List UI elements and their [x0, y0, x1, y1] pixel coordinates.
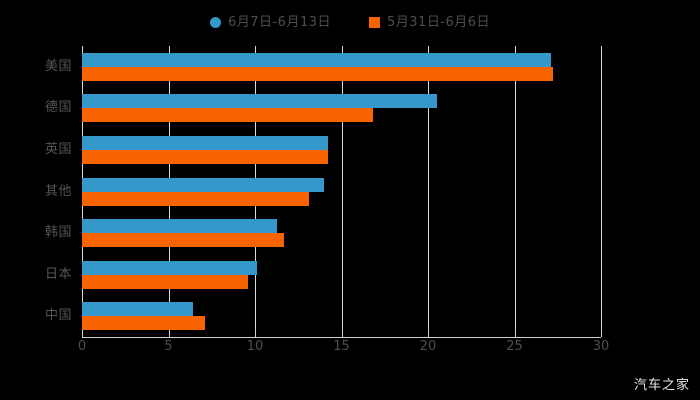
bar[interactable] [82, 191, 309, 206]
watermark: 汽车之家 [633, 378, 690, 393]
bar[interactable] [82, 260, 257, 275]
bar[interactable] [82, 177, 325, 192]
bar-group [82, 177, 601, 206]
bar-group [82, 219, 601, 248]
legend-item-series-0[interactable]: 6月7日-6月13日 [209, 14, 331, 30]
x-tick-label: 10 [246, 339, 264, 354]
gridline [428, 46, 429, 337]
y-axis-label: 美国 [44, 58, 72, 74]
bar[interactable] [82, 135, 328, 150]
bar[interactable] [82, 316, 205, 331]
x-axis-line [82, 337, 601, 338]
tick-mark [428, 331, 429, 337]
x-tick-label: 15 [333, 339, 350, 354]
bar[interactable] [82, 219, 278, 234]
x-tick-label: 25 [506, 339, 523, 354]
y-axis-label: 韩国 [44, 225, 72, 241]
x-tick-label: 0 [77, 339, 87, 354]
bar-group [82, 302, 601, 331]
x-tick-label: 20 [419, 339, 437, 354]
bar-group [82, 52, 601, 81]
bar-group [82, 135, 601, 164]
bar[interactable] [82, 274, 249, 289]
bar[interactable] [82, 149, 328, 164]
gridline [514, 46, 516, 337]
tick-mark [168, 331, 170, 337]
y-axis-label: 其他 [44, 183, 72, 199]
bar[interactable] [82, 94, 437, 109]
tick-mark [514, 331, 516, 337]
x-tick-label: 30 [592, 339, 610, 354]
tick-mark [341, 331, 343, 337]
gridline [341, 46, 343, 337]
legend-item-series-1[interactable]: 5月31日-6月6日 [369, 16, 490, 29]
x-tick-label: 5 [164, 339, 173, 354]
y-axis-label: 日本 [44, 266, 72, 282]
legend-swatch-square-icon [369, 16, 380, 28]
bar[interactable] [82, 66, 553, 81]
x-axis-tick-labels: 0 5 10 15 20 25 30 [0, 340, 700, 360]
bar[interactable] [82, 108, 373, 123]
tick-mark [255, 331, 256, 337]
legend-swatch-circle-icon [209, 16, 221, 28]
y-axis-category-labels: 美国德国英国其他韩国日本中国 [0, 46, 82, 337]
bar[interactable] [82, 52, 551, 67]
bar-group [82, 260, 601, 289]
bar[interactable] [82, 302, 193, 317]
bar[interactable] [82, 233, 285, 248]
bar-group [82, 94, 601, 123]
tick-mark [82, 331, 83, 337]
gridline [601, 46, 602, 337]
legend-label-series-1: 5月31日-6月6日 [387, 14, 491, 30]
y-axis-label: 德国 [44, 100, 72, 116]
plot-area [82, 46, 602, 337]
y-axis-label: 英国 [44, 141, 72, 157]
legend-label-series-0: 6月7日-6月13日 [227, 14, 331, 30]
tick-mark [601, 331, 602, 337]
chart-legend: 6月7日-6月13日 5月31日-6月6日 [0, 10, 700, 34]
y-axis-label: 中国 [44, 308, 72, 324]
